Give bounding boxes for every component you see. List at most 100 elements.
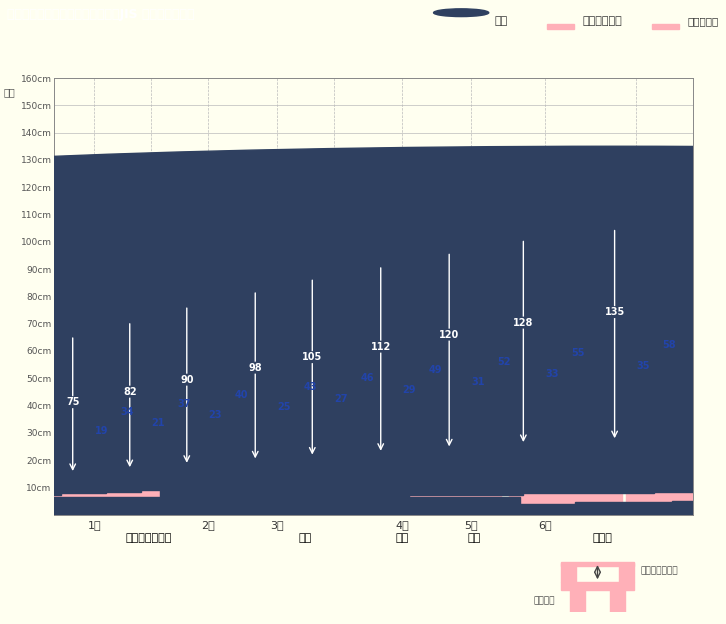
Text: 23: 23	[208, 410, 222, 420]
Circle shape	[0, 269, 565, 305]
Bar	[321, 429, 408, 455]
Text: 27: 27	[334, 394, 348, 404]
Bar	[0, 397, 102, 432]
Bar	[570, 590, 585, 612]
Circle shape	[0, 310, 335, 335]
Text: 29: 29	[402, 386, 416, 396]
Bar	[0, 389, 126, 427]
Bar	[0, 386, 186, 490]
Bar	[0, 455, 408, 460]
Bar	[575, 502, 726, 515]
Text: 机面の高さ: 机面の高さ	[688, 16, 719, 26]
Bar	[0, 381, 153, 421]
Text: 子供イス・机の適合サイズ基準（JIS 規格に基づく）: 子供イス・机の適合サイズ基準（JIS 規格に基づく）	[7, 9, 195, 21]
Bar	[313, 412, 523, 495]
Text: 128: 128	[513, 318, 534, 328]
Bar	[404, 402, 653, 494]
Text: 135: 135	[605, 307, 625, 317]
Text: 高さ: 高さ	[4, 87, 15, 97]
Bar	[306, 357, 656, 368]
Bar	[515, 413, 640, 444]
Bar	[561, 563, 576, 582]
Bar	[0, 432, 726, 439]
Bar	[0, 444, 640, 449]
Text: 75: 75	[66, 397, 79, 407]
Bar	[0, 427, 726, 434]
Bar	[0, 341, 306, 429]
Bar	[0, 266, 726, 377]
Bar	[0, 405, 73, 438]
Bar	[509, 417, 605, 515]
Bar	[0, 421, 20, 449]
Bar	[608, 405, 726, 438]
Bar	[0, 373, 197, 416]
Text: 40: 40	[234, 391, 248, 401]
Bar	[0, 500, 375, 515]
Bar	[0, 368, 726, 378]
Text: 21: 21	[152, 418, 165, 428]
Bar	[246, 465, 298, 515]
Bar	[716, 397, 726, 432]
Bar	[159, 509, 364, 515]
Bar	[0, 255, 726, 368]
Circle shape	[0, 247, 703, 290]
Bar	[0, 421, 25, 497]
Bar	[411, 421, 516, 449]
Bar	[0, 313, 523, 412]
Bar	[0, 394, 141, 492]
Text: 座面高さ: 座面高さ	[534, 596, 555, 605]
Bar	[0, 412, 61, 495]
Bar	[0, 421, 516, 426]
Circle shape	[0, 209, 726, 265]
Bar	[0, 497, 520, 515]
Text: 112: 112	[370, 341, 391, 352]
Bar	[523, 330, 726, 346]
Circle shape	[0, 146, 726, 228]
Bar	[0, 385, 726, 394]
Bar	[561, 582, 634, 590]
Text: 25: 25	[277, 402, 290, 412]
Circle shape	[0, 187, 726, 251]
Bar	[0, 423, 163, 515]
Bar	[0, 405, 726, 411]
Bar	[0, 499, 439, 515]
Bar	[0, 419, 498, 425]
Text: 年中: 年中	[396, 533, 409, 544]
Bar	[425, 454, 501, 515]
Text: 90: 90	[180, 374, 194, 384]
Text: 座面高さ基準点: 座面高さ基準点	[640, 567, 678, 575]
Bar	[0, 351, 726, 362]
Text: 52: 52	[497, 356, 510, 366]
Bar	[0, 359, 726, 370]
Text: 乳児（保育園）: 乳児（保育園）	[126, 533, 172, 544]
Bar	[233, 508, 478, 515]
Text: 年長: 年長	[467, 533, 481, 544]
Bar	[311, 507, 607, 515]
Bar	[0, 389, 726, 396]
Bar	[547, 24, 574, 29]
Bar	[0, 454, 5, 515]
Bar	[0, 504, 255, 515]
Bar	[234, 421, 409, 497]
Bar	[673, 377, 726, 489]
Bar	[0, 507, 144, 515]
Text: 55: 55	[571, 348, 585, 358]
Bar	[0, 413, 640, 418]
Bar	[533, 449, 621, 515]
Bar	[0, 413, 52, 444]
Text: 82: 82	[123, 387, 136, 397]
Text: 35: 35	[637, 361, 650, 371]
Bar	[0, 449, 516, 454]
Bar	[483, 504, 726, 515]
Bar	[0, 402, 106, 494]
Text: 37: 37	[178, 399, 191, 409]
Bar	[0, 246, 726, 360]
Bar	[0, 377, 225, 489]
Bar	[0, 505, 205, 515]
Circle shape	[0, 228, 726, 278]
Bar	[0, 434, 99, 515]
Text: 120: 120	[439, 329, 460, 339]
Bar	[0, 428, 123, 515]
Bar	[0, 328, 409, 421]
Bar	[0, 421, 726, 428]
